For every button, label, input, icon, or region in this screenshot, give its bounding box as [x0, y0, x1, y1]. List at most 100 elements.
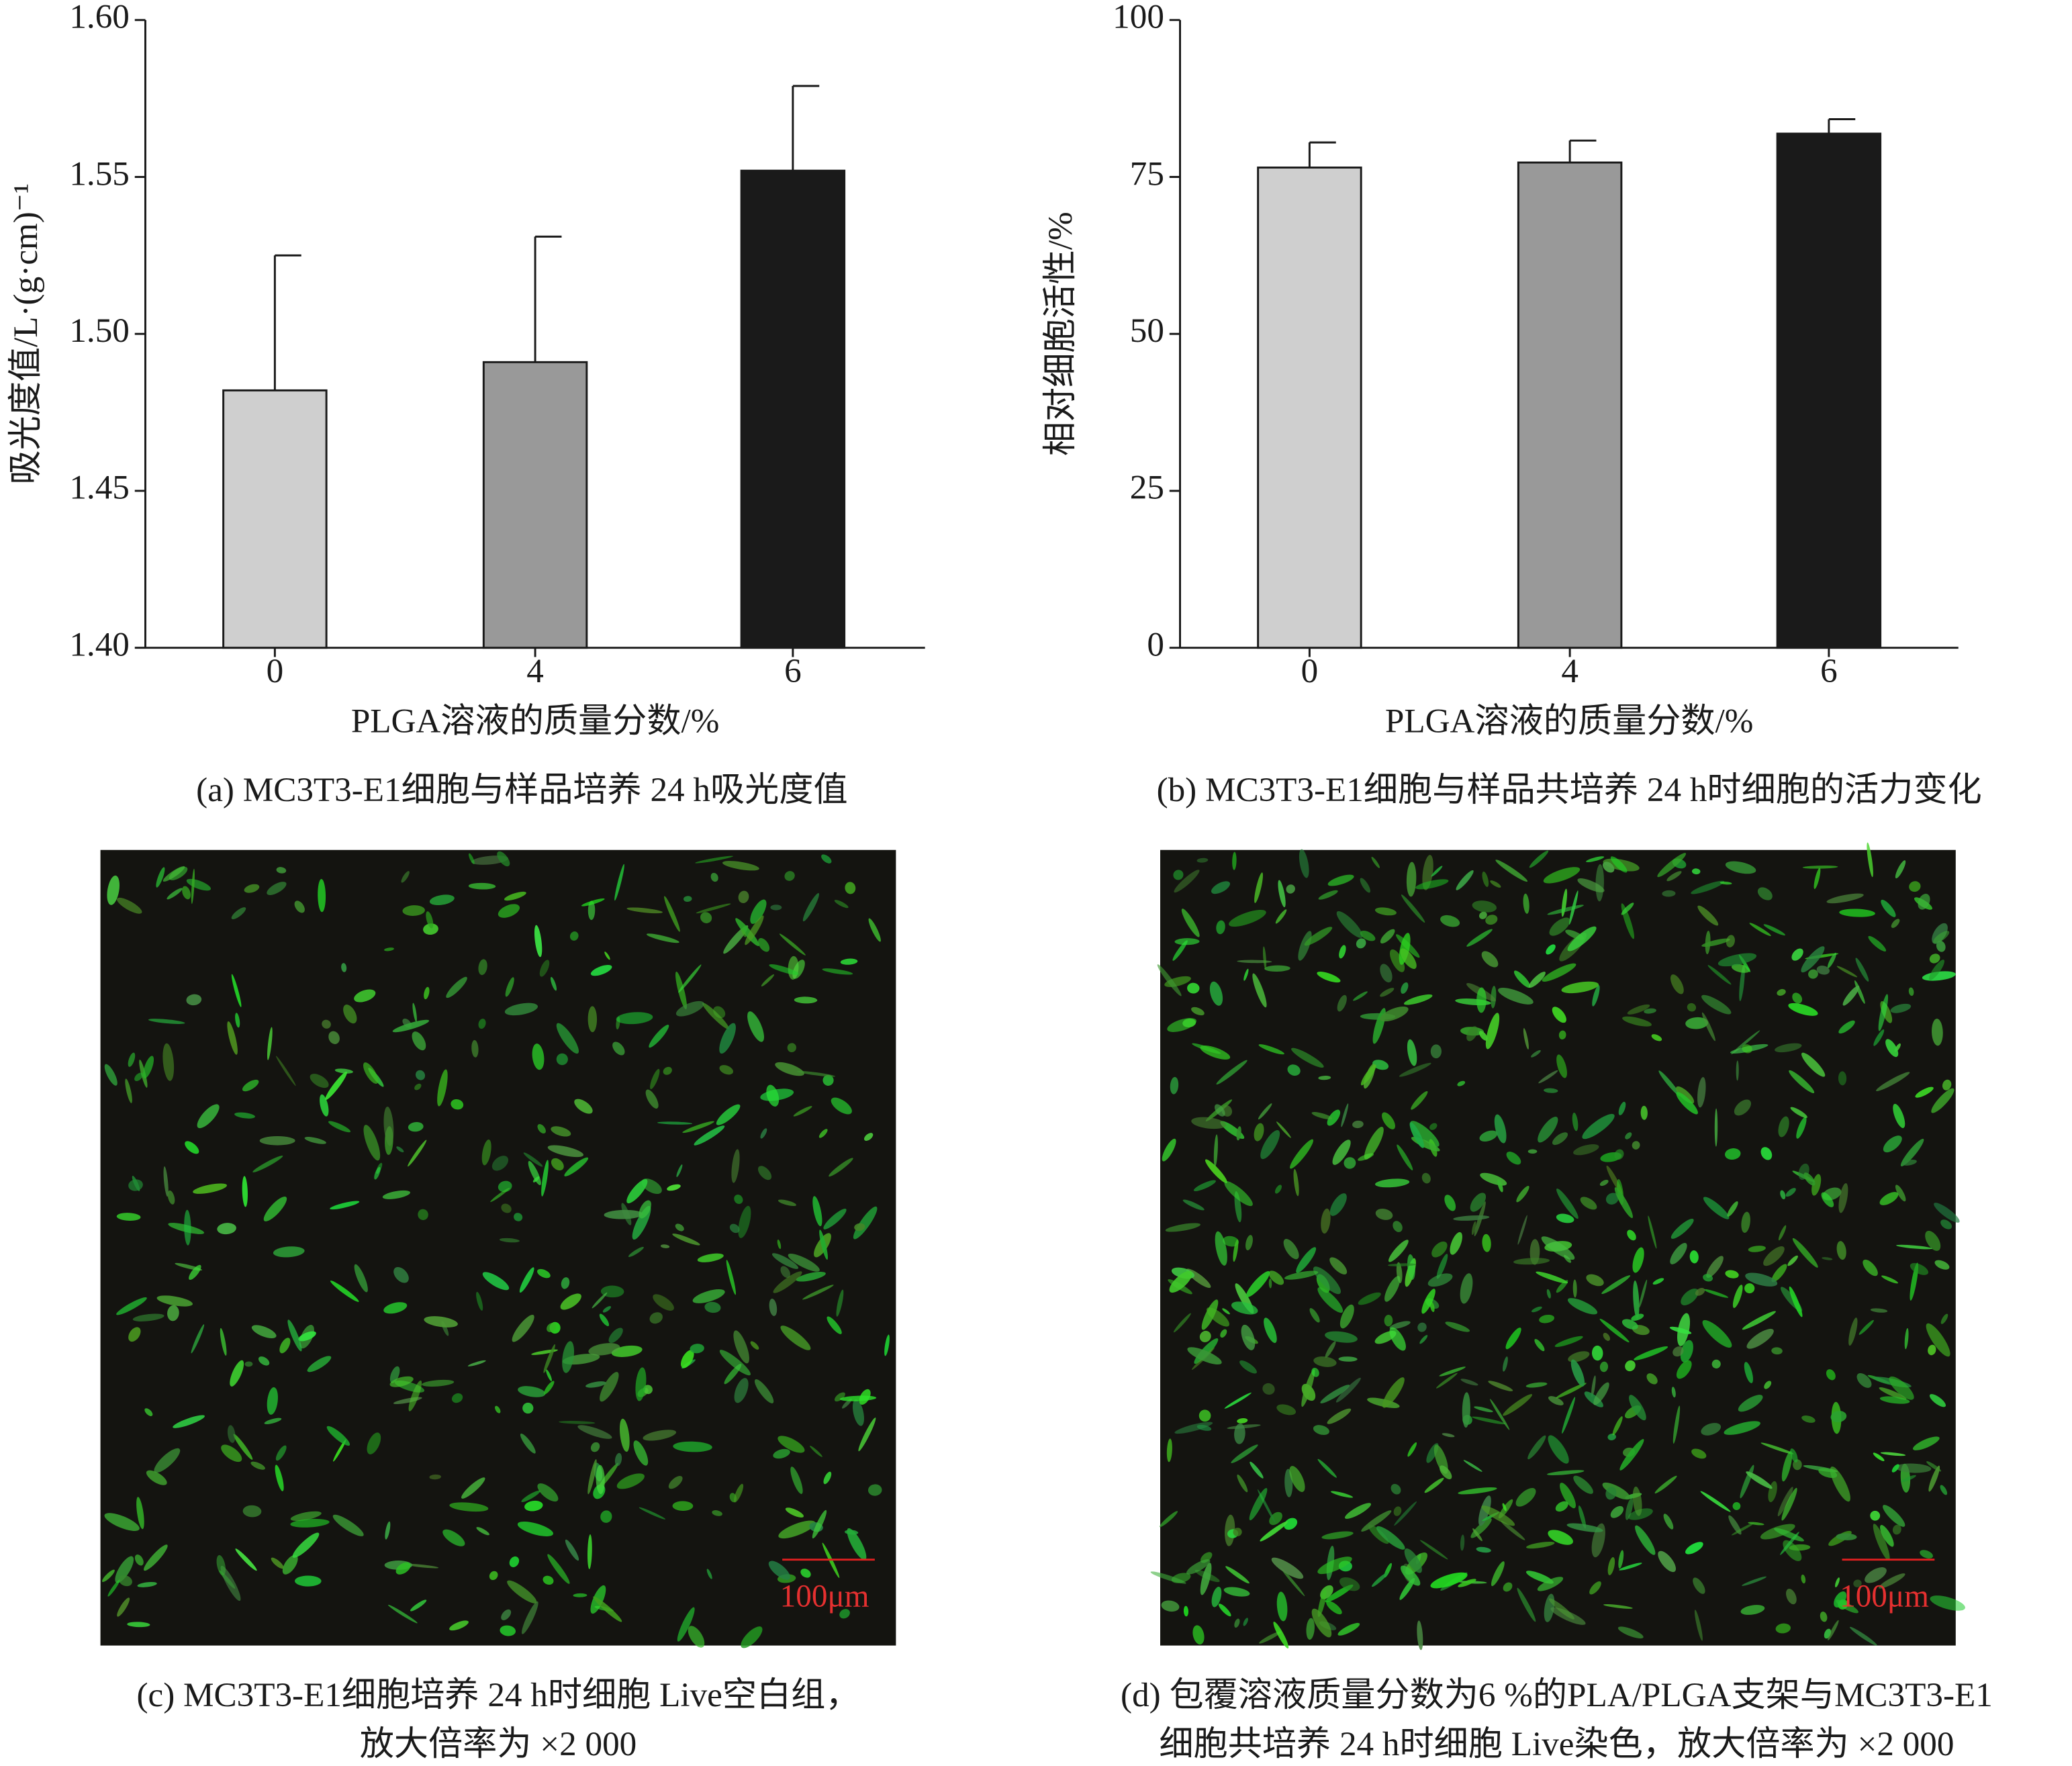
- cell: [1186, 1559, 1211, 1575]
- cell: [1734, 1099, 1752, 1116]
- cell: [719, 1065, 734, 1075]
- cell: [1920, 1550, 1933, 1559]
- cell: [1384, 1314, 1393, 1327]
- cell: [1278, 880, 1286, 908]
- cell: [834, 900, 849, 909]
- cell: [1778, 1116, 1789, 1137]
- cell: [784, 871, 795, 881]
- cell: [1206, 1307, 1229, 1327]
- bar: [222, 389, 328, 649]
- cell: [1371, 857, 1380, 868]
- cell: [664, 896, 680, 932]
- y-tick-label: 75: [1130, 154, 1164, 193]
- cell: [259, 1135, 295, 1146]
- cell: [304, 1137, 326, 1144]
- cell: [220, 1565, 241, 1601]
- cell: [616, 1473, 645, 1489]
- cell: [491, 1156, 509, 1171]
- cell: [1835, 1577, 1840, 1587]
- cell: [1727, 1201, 1738, 1217]
- cell: [507, 1580, 537, 1604]
- cell: [1462, 1392, 1470, 1428]
- cell: [115, 1556, 134, 1583]
- cell: [446, 976, 467, 998]
- cell: [522, 1402, 534, 1414]
- cell: [1820, 1612, 1828, 1622]
- cell: [426, 911, 434, 929]
- cell: [758, 938, 770, 952]
- cell: [1858, 1319, 1874, 1335]
- cell: [104, 1064, 117, 1086]
- cell: [142, 1056, 154, 1079]
- cell: [1883, 1505, 1905, 1527]
- cell: [1234, 1191, 1242, 1223]
- cell: [1720, 881, 1732, 885]
- cell: [1157, 964, 1182, 996]
- cell: [1552, 1132, 1568, 1146]
- cell: [1561, 981, 1599, 994]
- cell: [1403, 994, 1433, 1005]
- cell: [1503, 1394, 1533, 1416]
- cell: [1260, 1521, 1288, 1542]
- cell: [1503, 1582, 1513, 1592]
- cell: [1556, 1213, 1574, 1223]
- cell: [408, 1121, 424, 1132]
- cell: [1760, 1147, 1773, 1160]
- cell: [1317, 1287, 1344, 1313]
- cell: [1740, 1605, 1765, 1615]
- x-tick-label: 6: [784, 652, 802, 690]
- cell: [1573, 1475, 1593, 1494]
- cell: [1880, 1452, 1906, 1456]
- cell: [244, 884, 260, 893]
- cell: [1792, 992, 1803, 1004]
- cell: [1599, 1180, 1609, 1187]
- cell: [116, 897, 142, 914]
- cell: [242, 1176, 248, 1207]
- cell: [1513, 970, 1531, 988]
- cell: [1283, 1238, 1299, 1260]
- cell: [1787, 1255, 1798, 1266]
- cell: [574, 1099, 593, 1114]
- cell: [451, 1099, 464, 1110]
- cell: [1393, 1506, 1402, 1516]
- cell: [675, 1223, 684, 1231]
- cell: [1556, 1383, 1587, 1399]
- cell: [167, 1190, 175, 1205]
- cell: [1245, 1235, 1253, 1251]
- bar: [740, 169, 846, 649]
- cell: [1639, 1279, 1648, 1308]
- cell: [167, 1305, 179, 1321]
- cell: [616, 1012, 653, 1025]
- cell: [489, 1571, 498, 1581]
- cell: [498, 904, 520, 918]
- cell: [512, 1314, 534, 1342]
- cell: [137, 1581, 157, 1587]
- bar: [1517, 161, 1623, 649]
- cell: [547, 1323, 557, 1332]
- cell: [544, 1381, 555, 1395]
- cell: [478, 959, 487, 976]
- cell: [1830, 1411, 1847, 1423]
- cell: [750, 1341, 759, 1350]
- cell: [125, 1078, 132, 1103]
- cell: [501, 1609, 512, 1620]
- cell: [1909, 881, 1921, 892]
- cell: [1200, 1563, 1212, 1595]
- cell: [1456, 870, 1474, 890]
- cell: [1490, 880, 1501, 888]
- cell: [1676, 1086, 1695, 1104]
- cell: [653, 1294, 674, 1311]
- cell: [590, 964, 612, 976]
- cell: [649, 1312, 663, 1324]
- cell: [1560, 1483, 1576, 1509]
- cell: [1788, 1003, 1818, 1016]
- cell: [1382, 1112, 1395, 1129]
- cell: [1259, 1631, 1282, 1644]
- cell: [1335, 1377, 1361, 1403]
- cell: [1170, 1076, 1179, 1095]
- cell: [1748, 1246, 1766, 1252]
- cell: [1498, 988, 1534, 1005]
- cell: [101, 1569, 115, 1582]
- caption: (b) MC3T3-E1细胞与样品共培养 24 h时细胞的活力变化: [1157, 771, 1982, 809]
- cell: [1368, 1524, 1389, 1544]
